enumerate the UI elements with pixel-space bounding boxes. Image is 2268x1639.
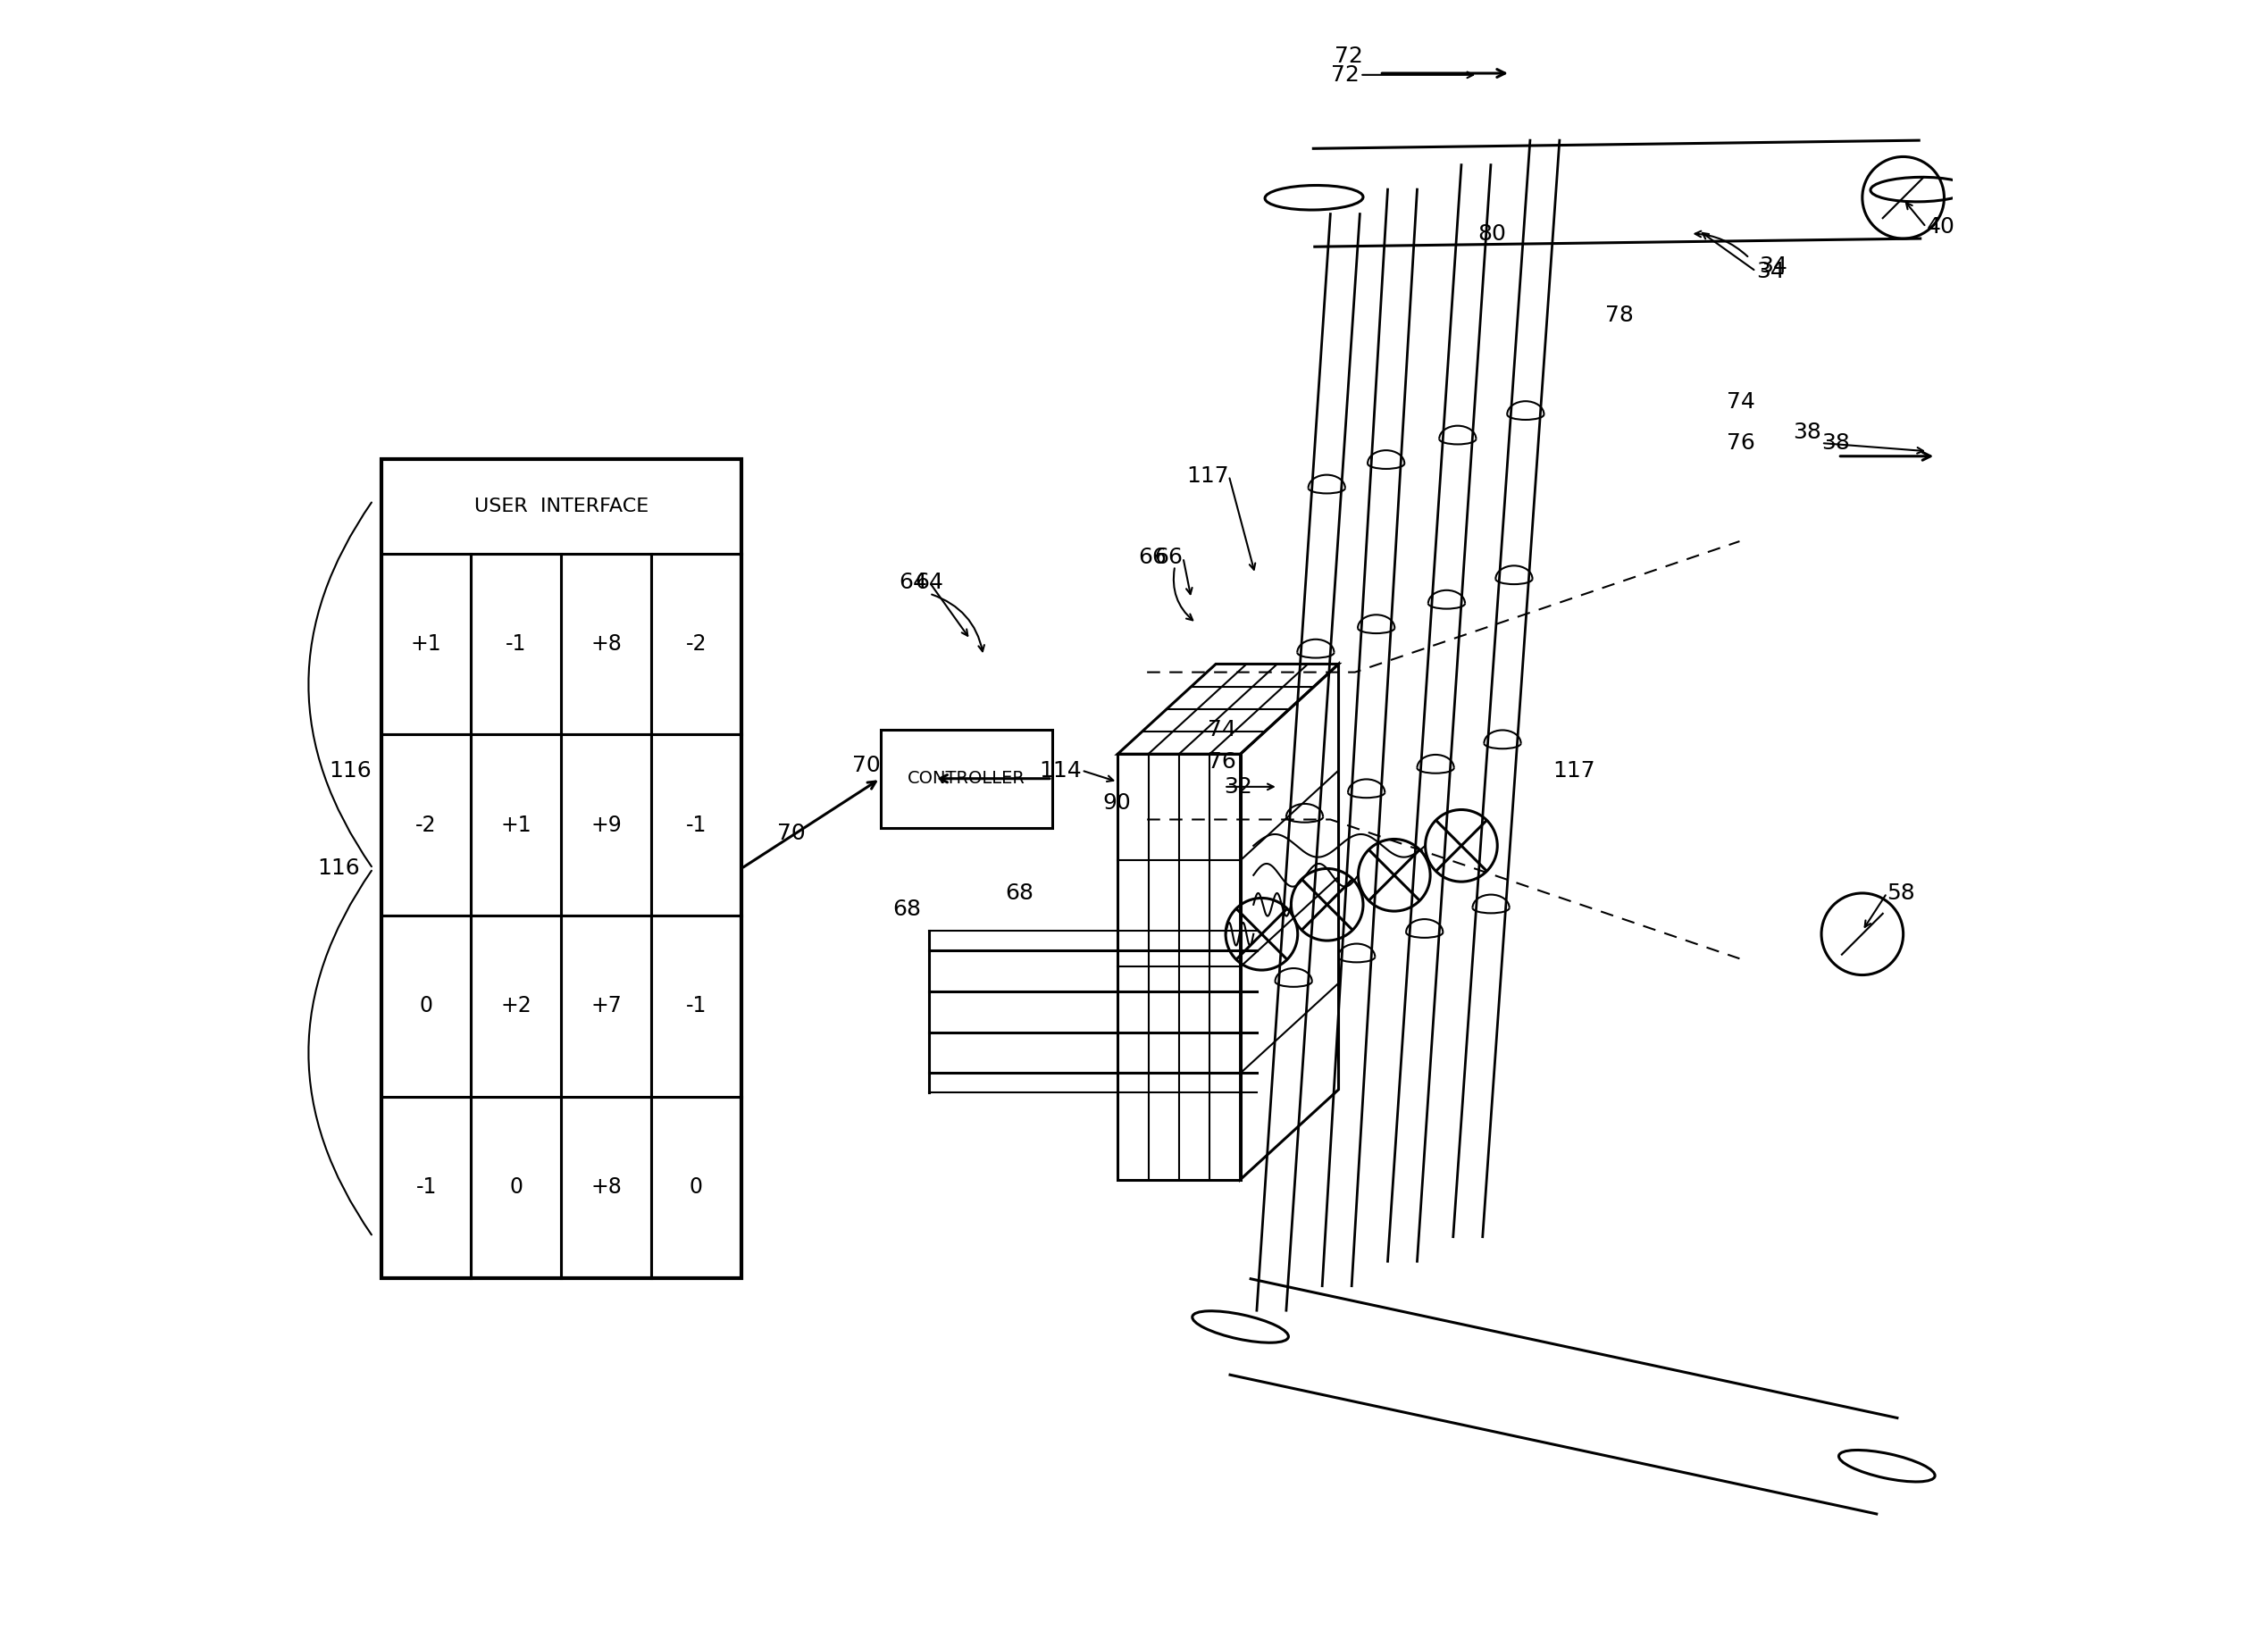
Text: CONTROLLER: CONTROLLER [907, 770, 1025, 787]
Text: -2: -2 [685, 633, 708, 656]
Text: 66: 66 [1154, 547, 1184, 569]
Text: USER  INTERFACE: USER INTERFACE [474, 498, 649, 515]
Text: 32: 32 [1225, 775, 1252, 798]
Text: 34: 34 [1755, 261, 1785, 282]
Text: 0: 0 [510, 1177, 524, 1198]
Text: 66: 66 [1139, 547, 1166, 569]
Text: 64: 64 [914, 572, 943, 593]
Text: 64: 64 [898, 572, 928, 593]
Text: 68: 68 [894, 898, 921, 919]
Bar [651, 554, 742, 734]
Text: 58: 58 [1887, 882, 1914, 903]
Bar [381, 459, 742, 1278]
Bar [381, 916, 472, 1096]
Text: +1: +1 [501, 815, 531, 836]
Text: 80: 80 [1479, 223, 1506, 244]
Text: 72: 72 [1331, 64, 1361, 85]
Text: -2: -2 [415, 815, 438, 836]
Text: 90: 90 [1102, 792, 1132, 815]
Bar [472, 916, 560, 1096]
Text: 76: 76 [1726, 433, 1755, 454]
Text: 68: 68 [1005, 882, 1034, 903]
Text: 76: 76 [1207, 752, 1236, 774]
Text: 72: 72 [1334, 46, 1363, 67]
Text: 34: 34 [1760, 256, 1787, 277]
Text: 74: 74 [1207, 720, 1236, 741]
Bar [560, 554, 651, 734]
Bar [651, 1096, 742, 1278]
Text: +7: +7 [590, 995, 621, 1016]
Bar [381, 554, 472, 734]
Text: -1: -1 [506, 633, 526, 656]
Bar [560, 916, 651, 1096]
Text: 117: 117 [1554, 760, 1594, 782]
Text: 116: 116 [318, 857, 361, 879]
Text: -1: -1 [685, 995, 708, 1016]
Text: +8: +8 [590, 1177, 621, 1198]
Text: 70: 70 [778, 823, 805, 844]
Text: +1: +1 [411, 633, 442, 656]
Text: 78: 78 [1606, 305, 1633, 326]
Bar [651, 916, 742, 1096]
Text: 38: 38 [1794, 421, 1821, 443]
Text: 74: 74 [1726, 392, 1755, 413]
Text: 70: 70 [853, 756, 880, 777]
Bar [381, 734, 472, 916]
Bar [880, 729, 1052, 828]
Bar [651, 734, 742, 916]
Bar [560, 734, 651, 916]
Text: 116: 116 [329, 760, 372, 782]
Text: +2: +2 [501, 995, 531, 1016]
Text: 38: 38 [1821, 433, 1851, 454]
Bar [472, 734, 560, 916]
Text: 40: 40 [1926, 216, 1955, 238]
Text: 114: 114 [1039, 760, 1082, 782]
Text: -1: -1 [415, 1177, 435, 1198]
Text: 0: 0 [420, 995, 433, 1016]
Bar [381, 1096, 472, 1278]
Bar [560, 1096, 651, 1278]
Text: +9: +9 [590, 815, 621, 836]
Bar [472, 1096, 560, 1278]
Bar [472, 554, 560, 734]
Text: -1: -1 [685, 815, 708, 836]
Text: +8: +8 [590, 633, 621, 656]
Text: 117: 117 [1186, 465, 1229, 487]
Text: 0: 0 [689, 1177, 703, 1198]
